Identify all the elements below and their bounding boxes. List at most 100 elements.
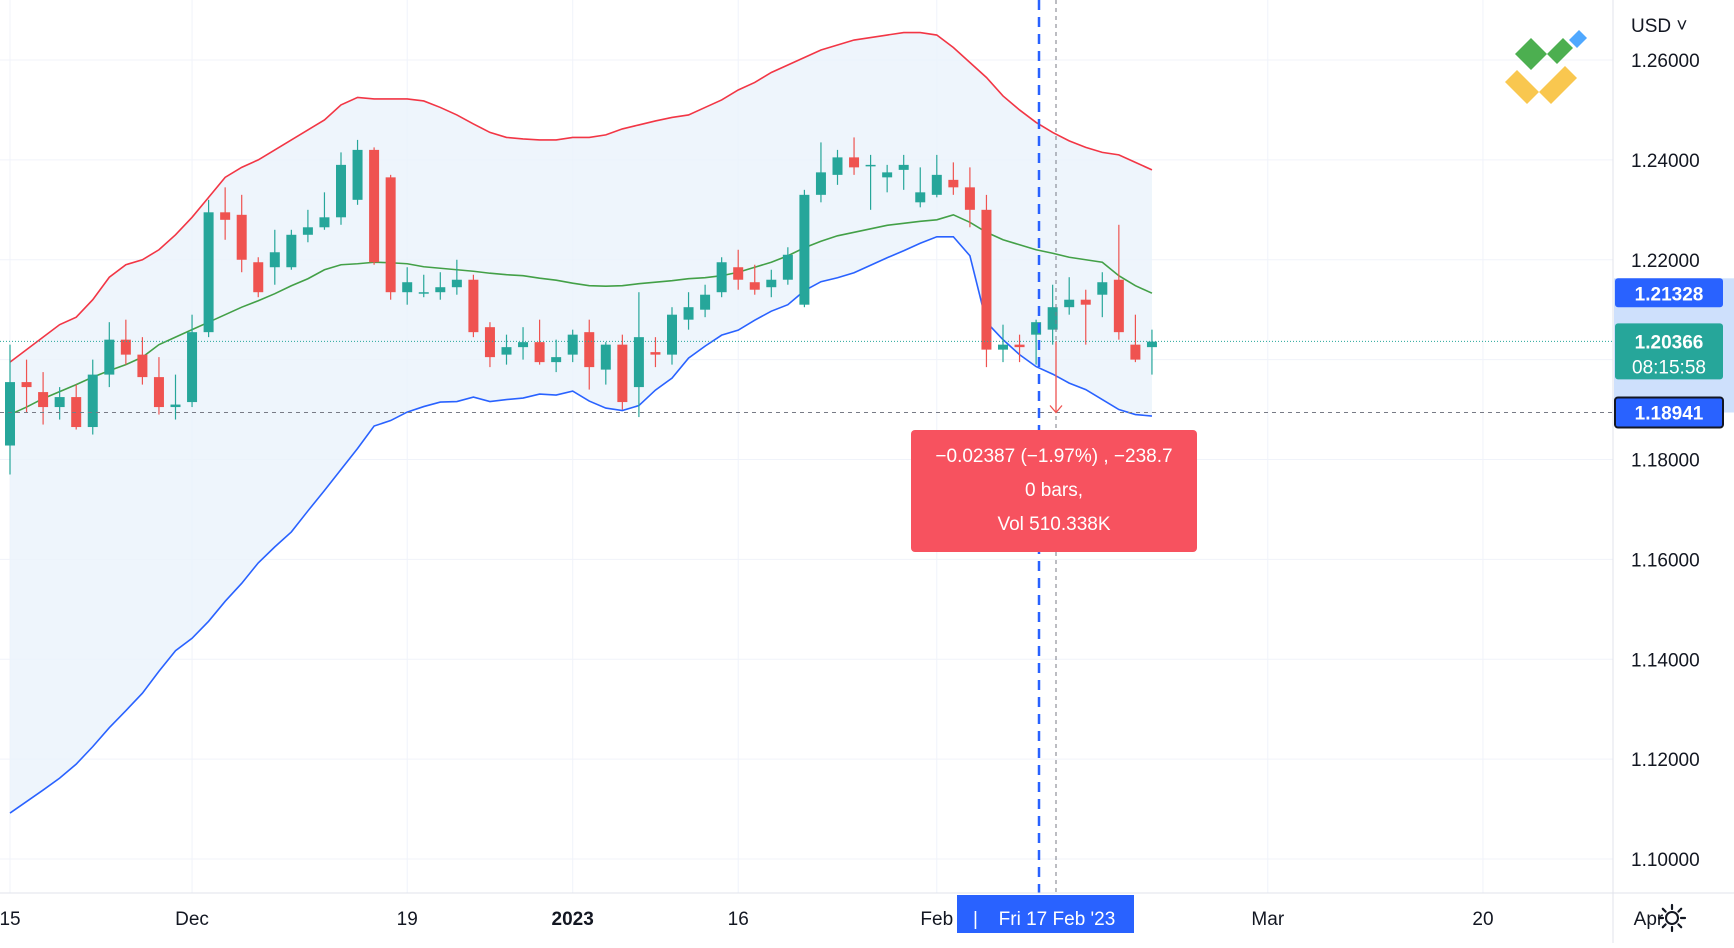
- candle-body: [1080, 299, 1091, 305]
- last-price-text: 1.20366: [1635, 332, 1704, 353]
- bollinger-upper-line: [9, 31, 1153, 363]
- candle-body: [584, 332, 595, 368]
- y-tick-label: 1.10000: [1631, 850, 1700, 871]
- bollinger-basis-line: [9, 213, 1153, 416]
- candle-body: [402, 282, 413, 293]
- candle-body: [120, 339, 131, 355]
- candle-body: [369, 149, 380, 263]
- candle-body: [832, 157, 843, 175]
- candle-body: [187, 332, 198, 403]
- crosshair-price-label: [1614, 396, 1724, 429]
- upper-band-price-label: [1615, 278, 1723, 308]
- candle-body: [882, 172, 893, 178]
- candle-body: [87, 374, 98, 428]
- candle-body: [1047, 307, 1058, 330]
- bollinger-lower-line: [9, 235, 1153, 814]
- x-tick-label: 15: [0, 909, 21, 930]
- upper-band-price-text: 1.21328: [1635, 284, 1704, 305]
- candle-body: [567, 334, 578, 355]
- candle-body: [534, 342, 545, 363]
- currency-selector: USD ˅: [1631, 16, 1688, 37]
- candle-body: [964, 187, 975, 210]
- candle-body: [650, 352, 661, 355]
- candle-body: [1097, 282, 1108, 295]
- crosshair-price-text: 1.18941: [1635, 404, 1704, 425]
- candle-body: [385, 177, 396, 293]
- candle-body: [617, 344, 628, 403]
- candle-body: [782, 254, 793, 280]
- candle-body: [981, 209, 992, 350]
- measure-tooltip: −0.02387 (−1.97%) , −238.7 0 bars, Vol 5…: [911, 430, 1197, 552]
- measure-change: −0.02387 (−1.97%) , −238.7: [935, 446, 1173, 467]
- candle-body: [352, 149, 363, 200]
- y-tick-label: 1.22000: [1631, 251, 1700, 272]
- candle-body: [915, 192, 926, 203]
- candle-body: [253, 262, 264, 293]
- candle-body: [766, 279, 777, 288]
- candle-body: [518, 342, 529, 348]
- y-tick-label: 1.26000: [1631, 51, 1700, 72]
- candle-body: [898, 164, 909, 170]
- candle-body: [220, 212, 231, 220]
- candle-body: [319, 217, 330, 228]
- candle-body: [336, 164, 346, 218]
- bollinger-band-fill: [10, 32, 1152, 814]
- candle-body: [931, 174, 942, 195]
- y-tick-label: 1.14000: [1631, 650, 1700, 671]
- candle-body: [418, 292, 429, 294]
- candle-body: [435, 287, 446, 293]
- candle-body: [38, 392, 49, 408]
- candle-body: [683, 307, 694, 320]
- candle-body: [170, 404, 181, 408]
- candle-body: [733, 267, 744, 280]
- candle-body: [815, 172, 826, 195]
- candle-body: [1031, 322, 1042, 335]
- candle-body: [302, 227, 313, 235]
- candle-body: [137, 354, 148, 378]
- candle-body: [269, 252, 280, 268]
- candle-body: [71, 397, 82, 428]
- y-tick-label: 1.16000: [1631, 550, 1700, 571]
- x-tick-label: Dec: [175, 909, 209, 930]
- crosshair-date-text: Fri 17 Feb '23: [999, 909, 1116, 930]
- y-tick-label: 1.12000: [1631, 750, 1700, 771]
- candle-body: [749, 282, 760, 290]
- y-tick-label: 1.18000: [1631, 451, 1700, 472]
- candle-body: [153, 377, 164, 408]
- measure-arrow-head: [1049, 405, 1063, 414]
- candle-body: [468, 279, 479, 333]
- measure-bars: 0 bars,: [1024, 480, 1084, 501]
- countdown-text: 08:15:58: [1632, 357, 1706, 378]
- candle-body: [700, 294, 711, 310]
- candle-body: [1064, 299, 1075, 308]
- candle-body: [1014, 344, 1025, 348]
- candle-body: [236, 214, 247, 260]
- x-tick-label: Mar: [1251, 909, 1284, 930]
- candle-body: [21, 382, 32, 388]
- candle-body: [54, 397, 65, 408]
- x-tick-label: 16: [728, 909, 749, 930]
- x-tick-label: 20: [1472, 909, 1493, 930]
- gear-icon[interactable]: [1657, 903, 1687, 933]
- candle-body: [484, 327, 495, 358]
- last-price-label: [1615, 323, 1723, 380]
- candle-body: [1146, 341, 1157, 348]
- y-tick-label: 1.24000: [1631, 151, 1700, 172]
- candle-body: [1113, 279, 1124, 333]
- candle-body: [5, 382, 15, 446]
- candle-body: [865, 164, 876, 167]
- candle-body: [286, 234, 297, 268]
- brand-logo-icon: [1495, 30, 1595, 130]
- candle-body: [600, 344, 611, 370]
- candle-body: [451, 279, 462, 288]
- x-tick-label: Feb: [920, 909, 953, 930]
- candle-body: [633, 337, 644, 388]
- candle-body: [799, 194, 810, 305]
- candle-body: [948, 179, 959, 188]
- candle-body: [501, 347, 512, 355]
- x-tick-label: 2023: [552, 909, 594, 930]
- measure-volume: Vol 510.338K: [997, 514, 1111, 535]
- candle-body: [551, 357, 562, 363]
